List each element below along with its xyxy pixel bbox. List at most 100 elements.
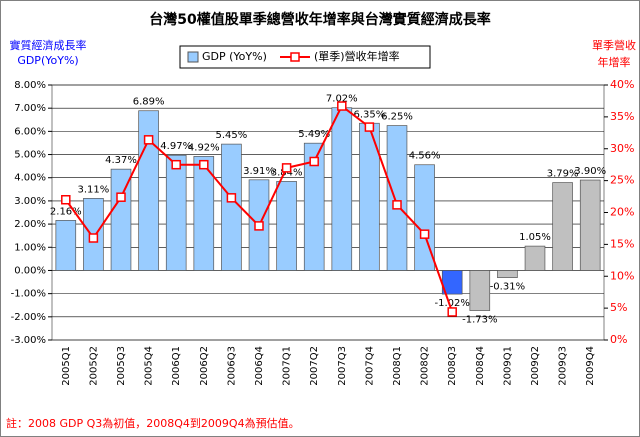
line-marker: [116, 192, 126, 202]
y-tick-label: 7.00%: [14, 103, 46, 114]
y-tick-label: 6.00%: [14, 126, 46, 137]
line-marker: [199, 159, 209, 170]
line-marker: [61, 195, 71, 205]
data-label: 1.05%: [519, 232, 551, 243]
line-marker: [419, 229, 430, 239]
data-label: 4.37%: [105, 155, 137, 166]
y-tick-label: 1.00%: [14, 242, 46, 253]
x-tick-label: 2009Q2: [530, 346, 541, 386]
bar: [579, 179, 601, 271]
x-tick-label: 2009Q4: [585, 346, 596, 386]
bar: [221, 143, 242, 271]
data-label: 6.89%: [133, 97, 165, 108]
y-tick-label: 4.00%: [14, 173, 46, 184]
x-tick-label: 2008Q3: [447, 346, 458, 386]
data-label: 6.35%: [354, 109, 386, 120]
y-tick-label: 8.00%: [14, 80, 46, 91]
y-tick-label: -3.00%: [11, 335, 46, 346]
bar: [386, 125, 408, 271]
x-tick-label: 2006Q1: [171, 346, 182, 386]
data-label: -0.31%: [490, 282, 525, 293]
x-tick-label: 2005Q3: [116, 346, 127, 386]
y2-tick-label: 0%: [610, 333, 627, 346]
y2-tick-label: 20%: [610, 206, 634, 219]
line-marker: [447, 307, 457, 317]
y2-tick-label: 40%: [610, 78, 634, 91]
legend-swatch: [187, 51, 199, 63]
data-label: 5.49%: [298, 129, 330, 140]
plot-area: [51, 84, 605, 341]
bar: [193, 156, 215, 271]
legend-marker: [290, 52, 300, 62]
bar: [276, 181, 297, 271]
x-tick-label: 2006Q2: [199, 346, 210, 386]
bar: [414, 164, 435, 271]
data-label: 4.92%: [188, 142, 220, 153]
data-label: 3.91%: [243, 166, 275, 177]
x-tick-label: 2008Q2: [420, 346, 431, 386]
y-axis-title: GDP(YoY%): [17, 54, 78, 67]
data-label: 2.16%: [50, 206, 82, 217]
legend-label: (單季)營收年增率: [314, 49, 400, 63]
x-tick-label: 2009Q1: [502, 346, 513, 386]
bar: [138, 110, 159, 271]
y2-tick-label: 15%: [610, 237, 634, 250]
data-label: 6.25%: [381, 112, 413, 123]
data-label: 4.56%: [409, 151, 441, 162]
y-tick-label: 0.00%: [14, 265, 46, 276]
x-tick-label: 2008Q1: [392, 346, 403, 386]
x-tick-label: 2009Q3: [558, 346, 569, 386]
y2-tick-label: 30%: [610, 142, 634, 155]
bar: [55, 220, 77, 271]
line-marker: [392, 200, 402, 210]
y2-tick-label: 10%: [610, 269, 634, 282]
bar: [552, 182, 573, 271]
y-tick-label: -2.00%: [11, 312, 46, 323]
y2-axis-title: 單季營收: [592, 38, 636, 52]
bar: [469, 270, 491, 311]
data-label: 7.02%: [326, 94, 358, 105]
y-tick-label: 2.00%: [14, 219, 46, 230]
x-tick-label: 2007Q3: [337, 346, 348, 386]
x-tick-label: 2007Q2: [309, 346, 320, 386]
line-marker: [226, 193, 237, 203]
x-tick-label: 2005Q2: [88, 346, 99, 386]
data-label: 3.90%: [574, 166, 606, 177]
bar: [110, 168, 132, 271]
data-label: -1.73%: [462, 315, 497, 326]
y-tick-label: 3.00%: [14, 196, 46, 207]
x-tick-label: 2007Q1: [282, 346, 293, 386]
x-tick-label: 2007Q4: [364, 346, 375, 386]
line-marker: [337, 101, 347, 111]
data-label: 3.79%: [547, 169, 579, 180]
y2-tick-label: 5%: [610, 301, 627, 314]
y-axis-title: 實質經濟成長率: [10, 38, 87, 52]
chart-title: 台灣50權值股單季總營收年增率與台灣實質經濟成長率: [149, 11, 490, 28]
data-label: -1.02%: [435, 298, 470, 309]
line-marker: [364, 122, 375, 132]
y2-axis-title: 年增率: [598, 55, 631, 69]
y-tick-label: -1.00%: [11, 289, 46, 300]
y2-tick-label: 35%: [610, 110, 634, 123]
line-marker: [309, 156, 319, 167]
data-label: 4.97%: [160, 141, 192, 152]
x-tick-label: 2005Q1: [61, 346, 72, 386]
data-label: 3.84%: [271, 167, 303, 178]
line-marker: [143, 135, 154, 145]
bar: [524, 245, 546, 271]
footnote: 註：2008 GDP Q3為初值，2008Q4到2009Q4為預估值。: [6, 416, 300, 430]
x-tick-label: 2006Q3: [226, 346, 237, 386]
bar: [497, 270, 518, 278]
data-label: 3.11%: [78, 184, 110, 195]
bar: [331, 107, 353, 271]
y2-tick-label: 25%: [610, 174, 634, 187]
y-tick-label: 5.00%: [14, 150, 46, 161]
data-label: 5.45%: [216, 130, 248, 141]
line-marker: [281, 163, 292, 173]
bar: [165, 154, 187, 271]
line-marker: [88, 233, 99, 243]
x-tick-label: 2005Q4: [144, 346, 155, 386]
x-tick-label: 2006Q4: [254, 346, 265, 386]
line-marker: [171, 159, 181, 170]
